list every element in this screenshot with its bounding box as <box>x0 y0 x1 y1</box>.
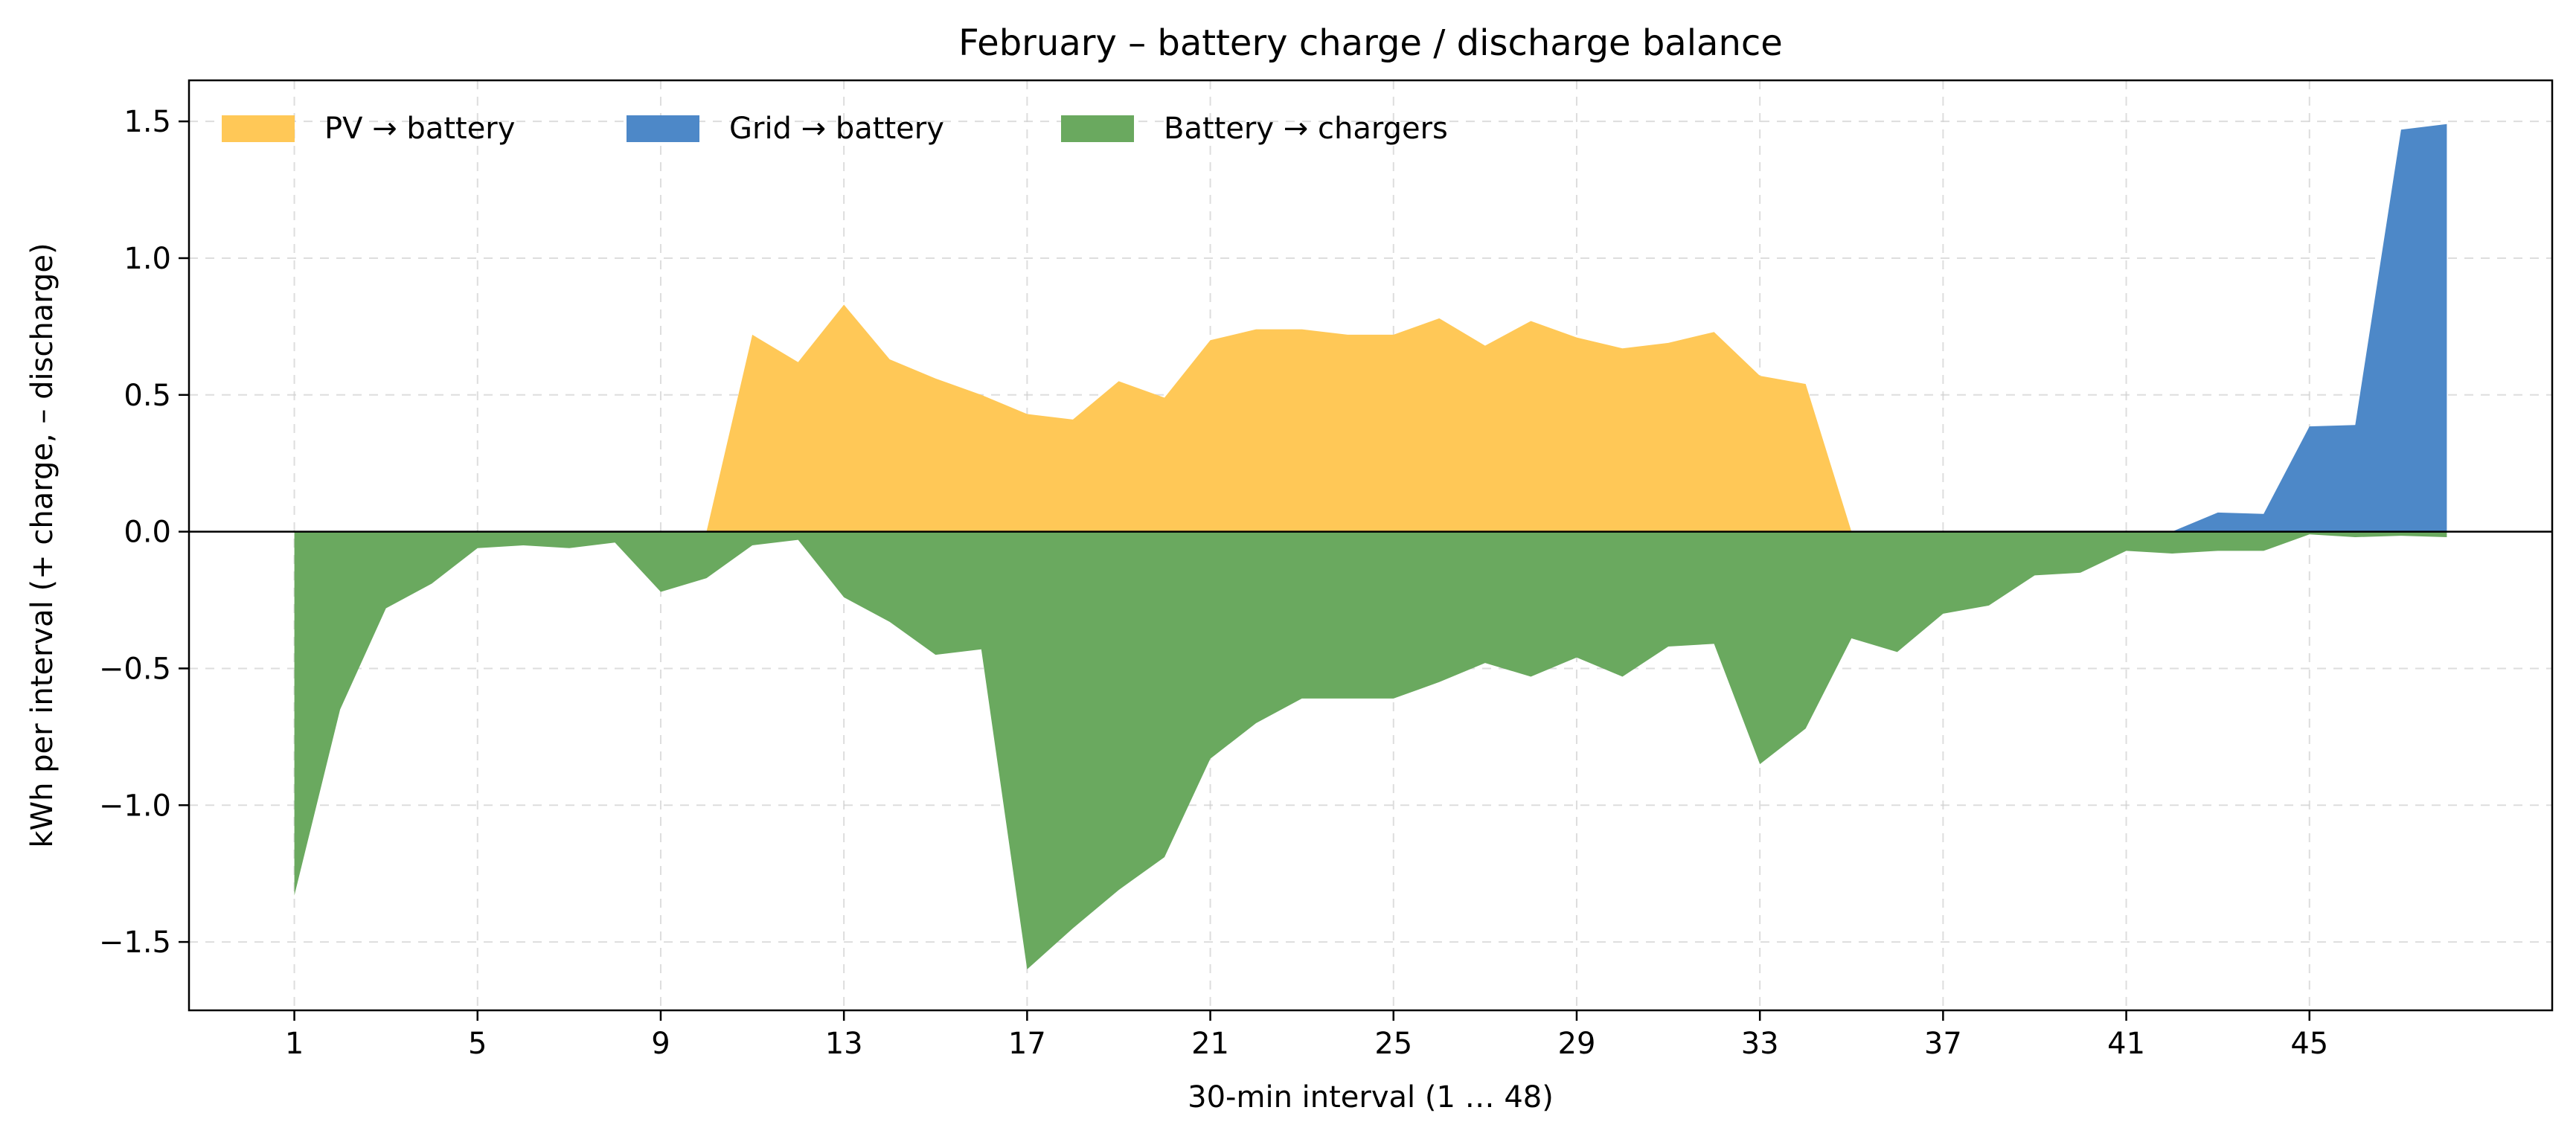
x-tick-label: 37 <box>1924 1027 1962 1061</box>
plot-frame <box>188 79 2554 1012</box>
x-tick-label: 45 <box>2290 1027 2328 1061</box>
legend-label-0: PV → battery <box>324 112 515 146</box>
chart-title: February – battery charge / discharge ba… <box>958 22 1783 64</box>
legend-swatch-2 <box>1061 115 1134 142</box>
legend-swatch-1 <box>627 115 699 142</box>
y-tick-label: 0.0 <box>124 516 171 550</box>
area-series-0 <box>294 304 2447 532</box>
x-tick-label: 33 <box>1741 1027 1779 1061</box>
legend-label-2: Battery → chargers <box>1164 112 1448 146</box>
legend-swatch-0 <box>222 115 295 142</box>
x-tick-label: 5 <box>468 1027 487 1061</box>
plot-areas <box>294 124 2447 969</box>
y-axis-label: kWh per interval (+ charge, – discharge) <box>25 243 60 847</box>
y-tick-label: −1.5 <box>99 926 171 960</box>
legend: PV → battery Grid → battery Battery → char… <box>222 112 1448 146</box>
x-axis-label: 30-min interval (1 … 48) <box>1188 1080 1554 1114</box>
y-tick-label: 0.5 <box>124 379 171 413</box>
x-tick-label: 25 <box>1374 1027 1412 1061</box>
y-tick-label: 1.0 <box>124 242 171 276</box>
y-tick-label: −1.0 <box>99 789 171 823</box>
x-tick-label: 21 <box>1191 1027 1229 1061</box>
y-tick-label: 1.5 <box>124 105 171 139</box>
x-tick-label: 17 <box>1008 1027 1046 1061</box>
y-tick-label: −0.5 <box>99 652 171 686</box>
y-axis-ticks: −1.5 −1.0 −0.5 0.0 0.5 1.0 1.5 <box>99 105 189 960</box>
x-tick-label: 29 <box>1558 1027 1596 1061</box>
legend-label-1: Grid → battery <box>729 112 944 146</box>
x-tick-label: 1 <box>285 1027 304 1061</box>
x-tick-label: 9 <box>651 1027 670 1061</box>
x-tick-label: 41 <box>2107 1027 2145 1061</box>
area-series-2 <box>294 531 2447 969</box>
x-tick-label: 13 <box>825 1027 863 1061</box>
x-axis-ticks: 1 5 9 13 17 21 25 29 33 37 41 45 <box>285 1010 2328 1061</box>
